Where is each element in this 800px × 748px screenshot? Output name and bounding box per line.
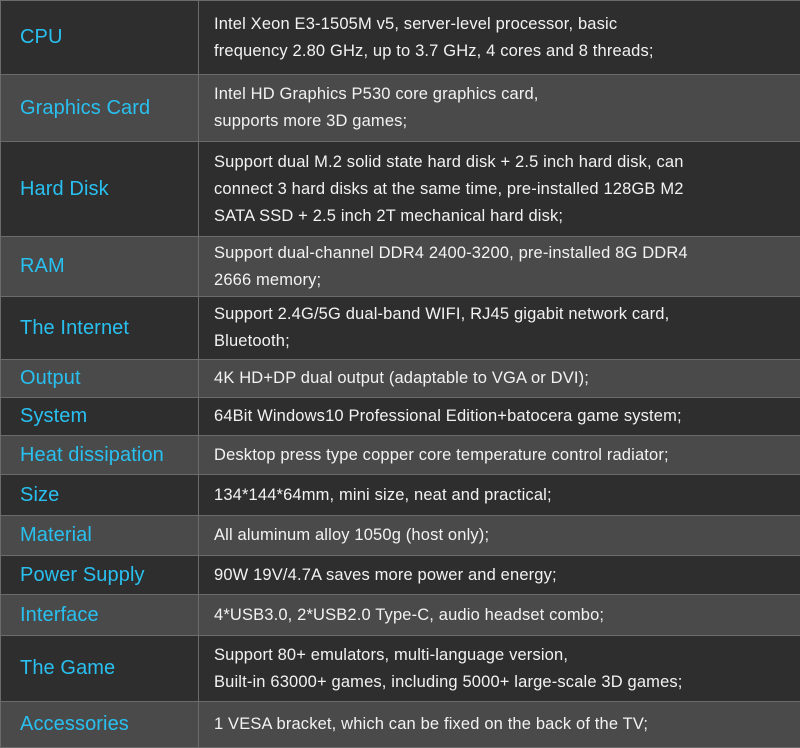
- spec-value: All aluminum alloy 1050g (host only);: [199, 516, 800, 556]
- spec-label: Accessories: [1, 702, 199, 748]
- spec-value: Support dual M.2 solid state hard disk +…: [199, 142, 800, 237]
- spec-value: 4K HD+DP dual output (adaptable to VGA o…: [199, 360, 800, 398]
- spec-value: 1 VESA bracket, which can be fixed on th…: [199, 702, 800, 748]
- spec-label: The Game: [1, 636, 199, 702]
- spec-label: RAM: [1, 237, 199, 297]
- spec-label: Heat dissipation: [1, 436, 199, 475]
- spec-value: Support dual-channel DDR4 2400-3200, pre…: [199, 237, 800, 297]
- spec-row-the-game: The Game Support 80+ emulators, multi-la…: [1, 636, 800, 702]
- spec-label: Material: [1, 516, 199, 556]
- spec-value: 90W 19V/4.7A saves more power and energy…: [199, 556, 800, 595]
- spec-row-output: Output 4K HD+DP dual output (adaptable t…: [1, 360, 800, 398]
- spec-label: Size: [1, 475, 199, 516]
- spec-row-system: System 64Bit Windows10 Professional Edit…: [1, 398, 800, 436]
- spec-label: Output: [1, 360, 199, 398]
- spec-row-ram: RAM Support dual-channel DDR4 2400-3200,…: [1, 237, 800, 297]
- spec-value: 4*USB3.0, 2*USB2.0 Type-C, audio headset…: [199, 595, 800, 636]
- spec-value: 134*144*64mm, mini size, neat and practi…: [199, 475, 800, 516]
- spec-row-material: Material All aluminum alloy 1050g (host …: [1, 516, 800, 556]
- spec-label: System: [1, 398, 199, 436]
- spec-label: The Internet: [1, 297, 199, 360]
- spec-value: Support 2.4G/5G dual-band WIFI, RJ45 gig…: [199, 297, 800, 360]
- spec-row-accessories: Accessories 1 VESA bracket, which can be…: [1, 702, 800, 748]
- spec-row-heat-dissipation: Heat dissipation Desktop press type copp…: [1, 436, 800, 475]
- spec-row-graphics-card: Graphics Card Intel HD Graphics P530 cor…: [1, 75, 800, 142]
- spec-value: Desktop press type copper core temperatu…: [199, 436, 800, 475]
- spec-value: Intel Xeon E3-1505M v5, server-level pro…: [199, 1, 800, 75]
- spec-label: Graphics Card: [1, 75, 199, 142]
- spec-row-size: Size 134*144*64mm, mini size, neat and p…: [1, 475, 800, 516]
- spec-row-the-internet: The Internet Support 2.4G/5G dual-band W…: [1, 297, 800, 360]
- spec-row-interface: Interface 4*USB3.0, 2*USB2.0 Type-C, aud…: [1, 595, 800, 636]
- spec-value: Intel HD Graphics P530 core graphics car…: [199, 75, 800, 142]
- spec-label: CPU: [1, 1, 199, 75]
- spec-label: Interface: [1, 595, 199, 636]
- spec-row-cpu: CPU Intel Xeon E3-1505M v5, server-level…: [1, 1, 800, 75]
- spec-value: 64Bit Windows10 Professional Edition+bat…: [199, 398, 800, 436]
- spec-row-hard-disk: Hard Disk Support dual M.2 solid state h…: [1, 142, 800, 237]
- spec-row-power-supply: Power Supply 90W 19V/4.7A saves more pow…: [1, 556, 800, 595]
- spec-value: Support 80+ emulators, multi-language ve…: [199, 636, 800, 702]
- spec-label: Power Supply: [1, 556, 199, 595]
- spec-label: Hard Disk: [1, 142, 199, 237]
